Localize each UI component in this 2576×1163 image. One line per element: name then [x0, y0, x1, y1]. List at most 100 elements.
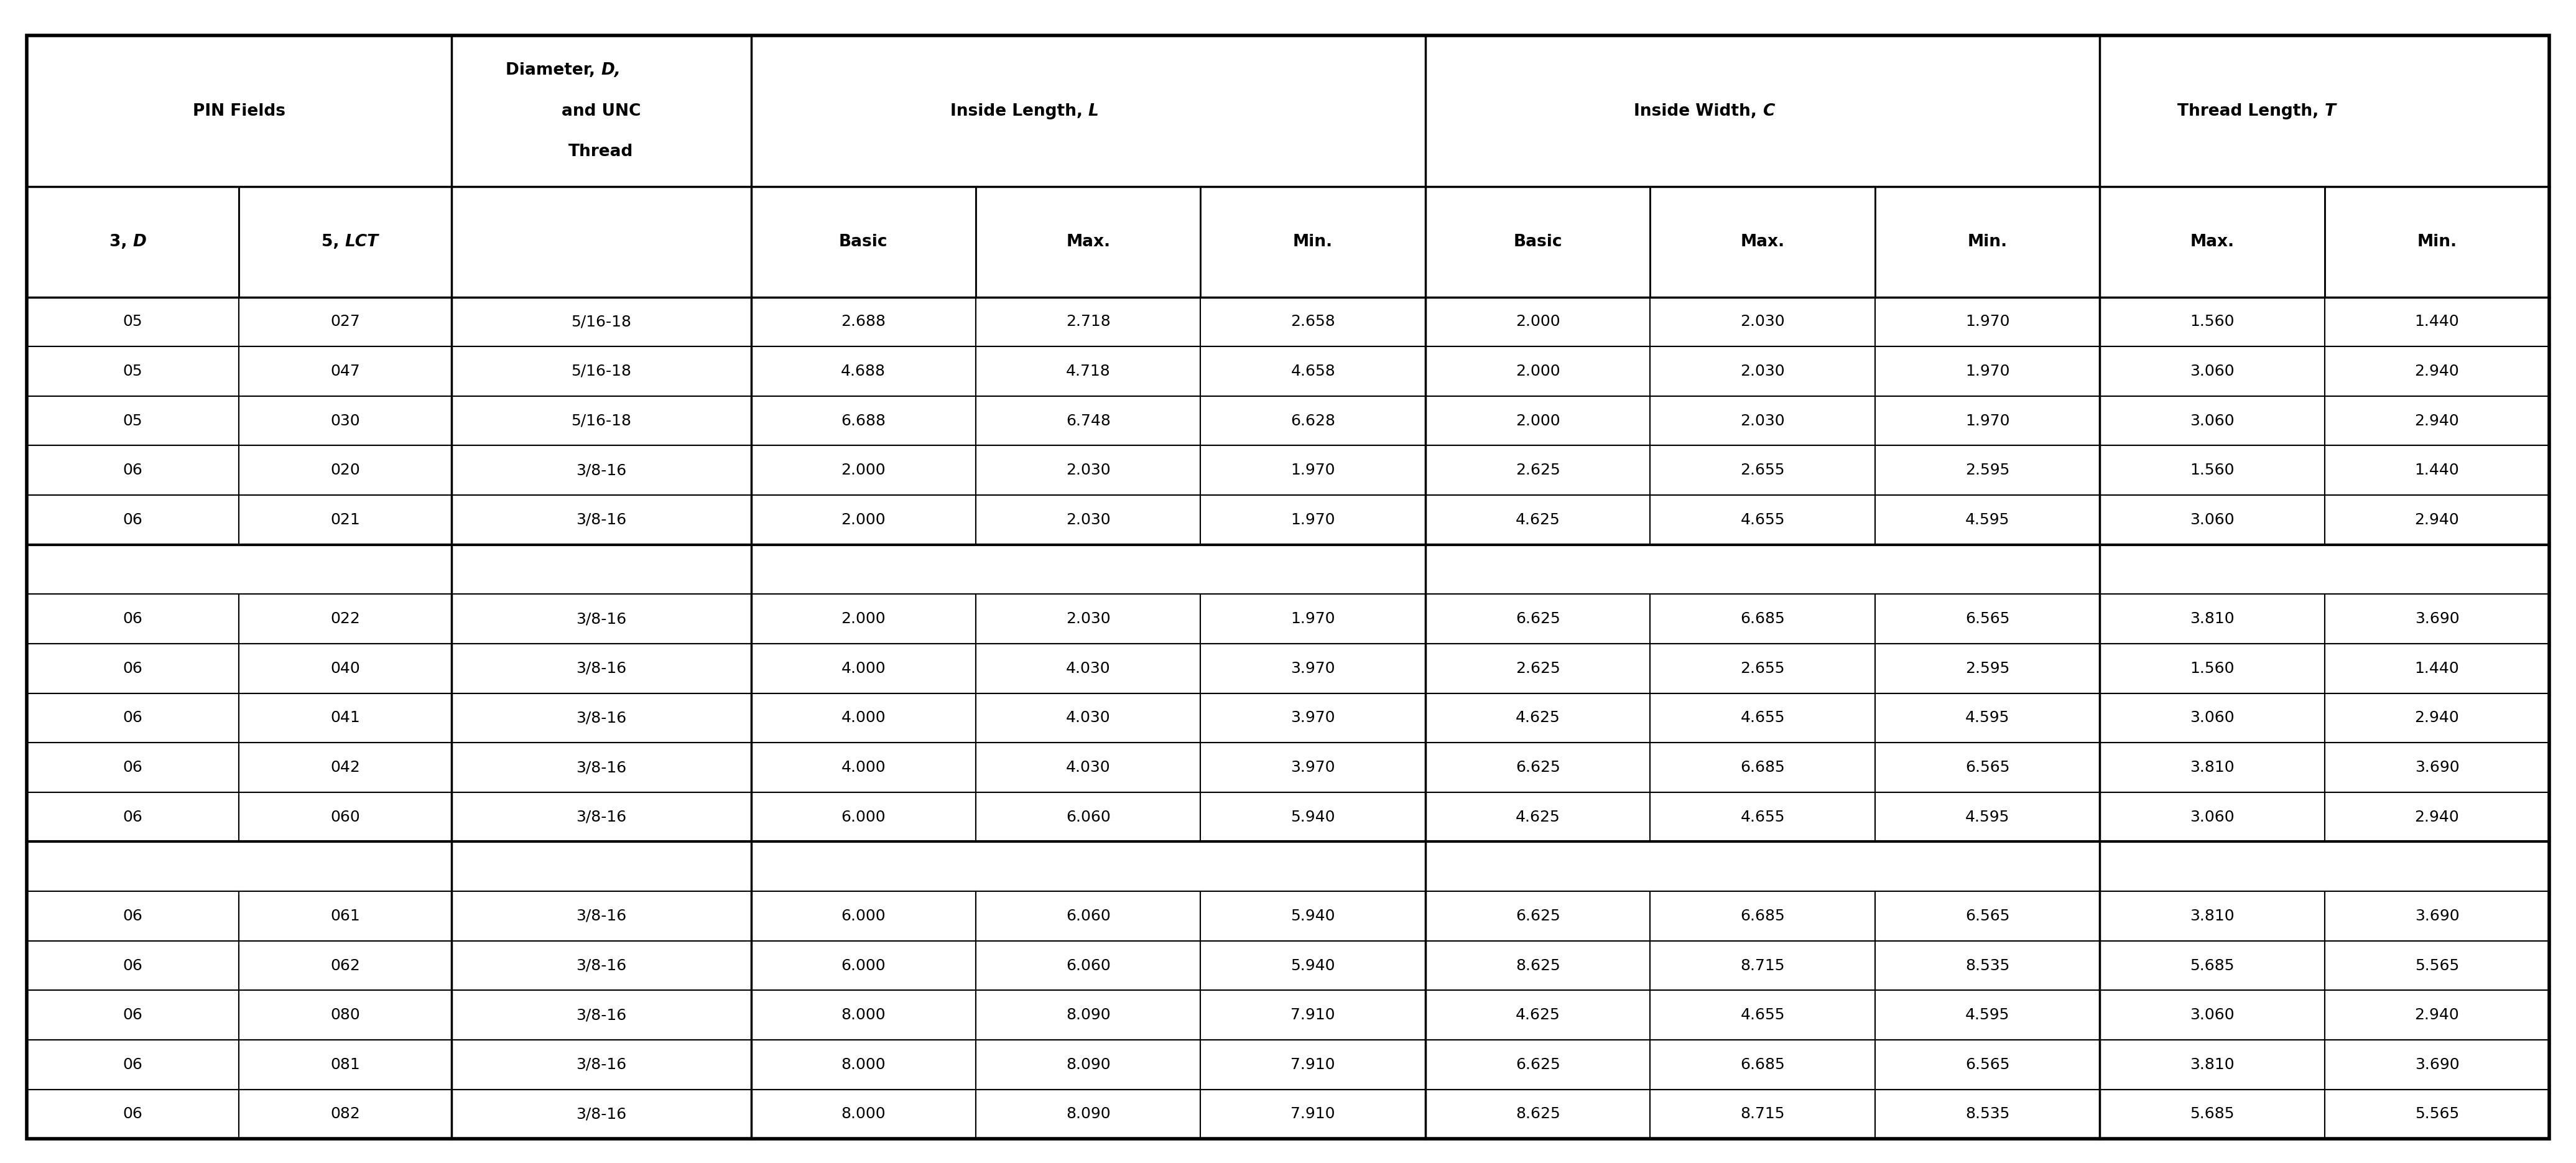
- Text: 8.535: 8.535: [1965, 958, 2009, 973]
- Text: 2.655: 2.655: [1741, 463, 1785, 478]
- Text: 3/8-16: 3/8-16: [577, 908, 626, 923]
- Text: 4.000: 4.000: [842, 711, 886, 726]
- Text: 2.030: 2.030: [1741, 314, 1785, 329]
- Text: 3.690: 3.690: [2414, 612, 2460, 627]
- Text: 3.690: 3.690: [2414, 759, 2460, 775]
- Text: 2.940: 2.940: [2414, 413, 2460, 428]
- Text: 6.688: 6.688: [840, 413, 886, 428]
- Text: 2.940: 2.940: [2414, 809, 2460, 825]
- Text: 3.810: 3.810: [2190, 908, 2233, 923]
- Text: 06: 06: [124, 711, 142, 726]
- Bar: [2324, 991, 2550, 1040]
- Text: 8.000: 8.000: [842, 1057, 886, 1072]
- Text: Max.: Max.: [1066, 234, 1110, 250]
- Text: 3.970: 3.970: [1291, 661, 1334, 676]
- Text: LCT: LCT: [345, 234, 379, 250]
- Text: 4.030: 4.030: [1066, 759, 1110, 775]
- Bar: [1200, 187, 1425, 297]
- Bar: [1651, 187, 1875, 297]
- Text: 021: 021: [330, 513, 361, 527]
- Bar: [26, 397, 240, 445]
- Text: 5.565: 5.565: [2414, 958, 2460, 973]
- Bar: [2324, 1090, 2550, 1139]
- Bar: [1651, 792, 1875, 842]
- Bar: [2099, 743, 2324, 792]
- Text: 2.940: 2.940: [2414, 711, 2460, 726]
- Text: 3.060: 3.060: [2190, 513, 2233, 527]
- Text: 3.060: 3.060: [2190, 413, 2233, 428]
- Text: 6.060: 6.060: [1066, 908, 1110, 923]
- Text: 2.000: 2.000: [842, 612, 886, 627]
- Text: 8.715: 8.715: [1741, 1107, 1785, 1121]
- Bar: [976, 891, 1200, 941]
- Text: 7.910: 7.910: [1291, 1107, 1334, 1121]
- Text: 080: 080: [330, 1007, 361, 1022]
- Text: 041: 041: [330, 711, 361, 726]
- Bar: [1651, 891, 1875, 941]
- Text: 062: 062: [330, 958, 361, 973]
- Text: 1.440: 1.440: [2414, 314, 2460, 329]
- Text: 5/16-18: 5/16-18: [572, 314, 631, 329]
- Bar: [752, 297, 976, 347]
- Text: 3/8-16: 3/8-16: [577, 463, 626, 478]
- Text: 6.625: 6.625: [1515, 908, 1561, 923]
- Bar: [2324, 187, 2550, 297]
- Text: 3.060: 3.060: [2190, 1007, 2233, 1022]
- Bar: [451, 495, 752, 544]
- Text: 1.440: 1.440: [2414, 463, 2460, 478]
- Bar: [1200, 643, 1425, 693]
- Text: T: T: [2324, 104, 2336, 120]
- Bar: [752, 347, 976, 397]
- Text: 5.940: 5.940: [1291, 908, 1334, 923]
- Bar: [2324, 445, 2550, 495]
- Bar: [752, 941, 976, 991]
- Text: 1.970: 1.970: [1965, 413, 2009, 428]
- Text: 4.000: 4.000: [842, 759, 886, 775]
- Text: 6.060: 6.060: [1066, 958, 1110, 973]
- Bar: [976, 643, 1200, 693]
- Bar: [451, 187, 752, 297]
- Bar: [2324, 693, 2550, 743]
- Text: 030: 030: [330, 413, 361, 428]
- Text: 4.655: 4.655: [1741, 809, 1785, 825]
- Bar: [1200, 1040, 1425, 1090]
- Text: 5.565: 5.565: [2414, 1107, 2460, 1121]
- Text: 8.090: 8.090: [1066, 1107, 1110, 1121]
- Bar: [976, 445, 1200, 495]
- Bar: [1425, 792, 1651, 842]
- Text: 3.810: 3.810: [2190, 612, 2233, 627]
- Bar: [2324, 743, 2550, 792]
- Text: 2.030: 2.030: [1066, 612, 1110, 627]
- Bar: [451, 643, 752, 693]
- Bar: [2324, 941, 2550, 991]
- Text: 042: 042: [330, 759, 361, 775]
- Bar: [1425, 991, 1651, 1040]
- Bar: [1875, 1090, 2099, 1139]
- Text: 6.000: 6.000: [842, 809, 886, 825]
- Bar: [2324, 495, 2550, 544]
- Bar: [1651, 495, 1875, 544]
- Bar: [451, 1090, 752, 1139]
- Text: 3.970: 3.970: [1291, 711, 1334, 726]
- Bar: [1425, 187, 1651, 297]
- Bar: [1875, 792, 2099, 842]
- Bar: [752, 36, 1425, 187]
- Text: 06: 06: [124, 809, 142, 825]
- Text: 2.940: 2.940: [2414, 1007, 2460, 1022]
- Bar: [752, 891, 976, 941]
- Text: Min.: Min.: [2416, 234, 2458, 250]
- Bar: [1425, 1040, 1651, 1090]
- Bar: [976, 187, 1200, 297]
- Text: 4.688: 4.688: [840, 364, 886, 379]
- Bar: [2324, 792, 2550, 842]
- Bar: [1425, 891, 1651, 941]
- Bar: [240, 743, 451, 792]
- Text: Thread: Thread: [569, 144, 634, 160]
- Bar: [1875, 397, 2099, 445]
- Bar: [2099, 445, 2324, 495]
- Text: 3.690: 3.690: [2414, 908, 2460, 923]
- Bar: [2324, 891, 2550, 941]
- Bar: [26, 445, 240, 495]
- Text: 3.810: 3.810: [2190, 1057, 2233, 1072]
- Bar: [2099, 594, 2324, 643]
